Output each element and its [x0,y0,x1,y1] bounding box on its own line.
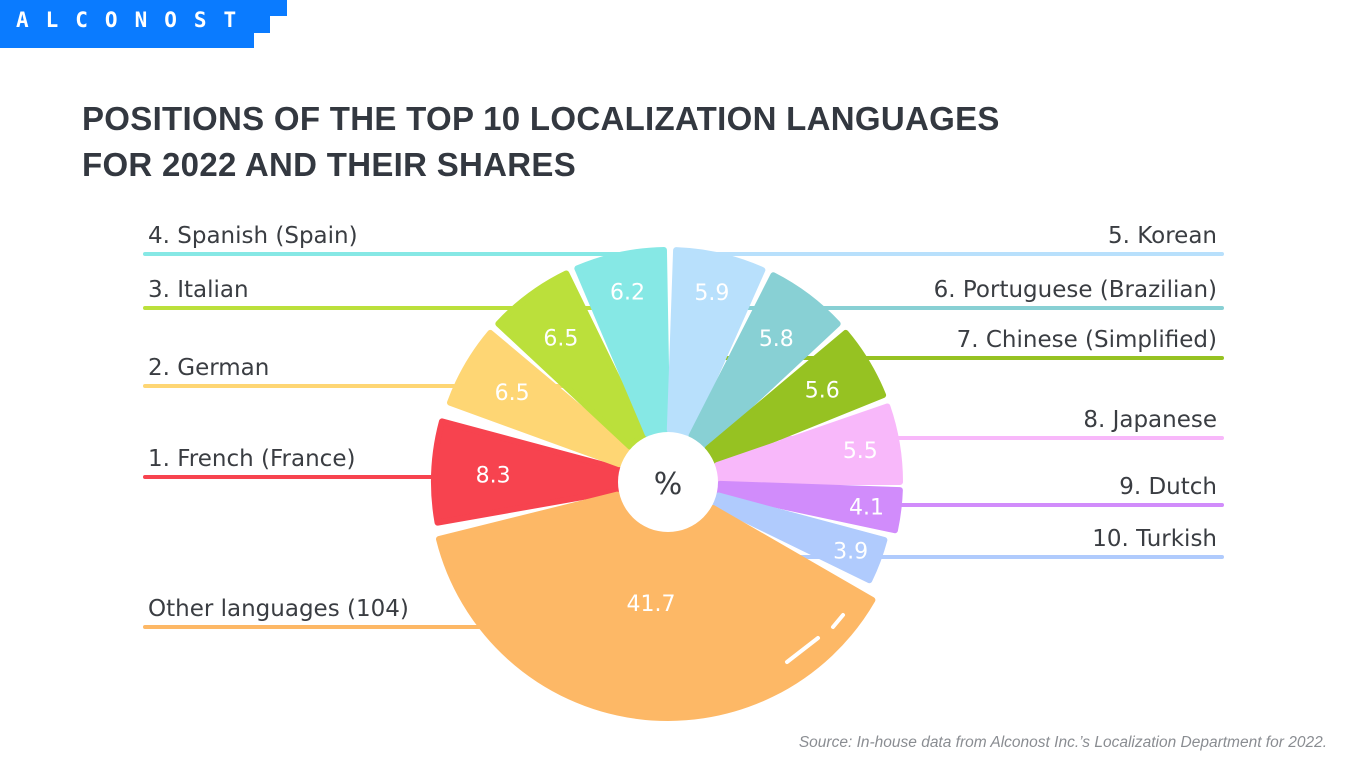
slice-label: 9. Dutch [1119,474,1217,500]
center-label: % [654,467,683,502]
slice [711,492,888,584]
slice [666,247,766,438]
value-label: 4.1 [849,495,884,520]
slice [495,270,649,450]
highlight-mark [831,613,845,629]
value-label: 5.5 [843,439,878,464]
logo-text: ALCONOST [16,8,254,32]
logo-shape [0,0,287,48]
center-hole [618,432,718,532]
alconost-logo: ALCONOST [0,0,287,48]
value-label: 41.7 [627,592,676,617]
slice-label: 1. French (France) [148,446,355,472]
slice-label: 4. Spanish (Spain) [148,223,358,249]
slice-label: 5. Korean [1108,223,1217,249]
highlight-mark [785,636,820,664]
slice [714,403,903,485]
value-label: 6.5 [495,381,530,406]
slice [446,329,632,468]
value-label: 5.6 [805,378,840,403]
slice [436,491,876,721]
slice-label: 7. Chinese (Simplified) [957,327,1217,353]
value-label: 8.3 [476,463,511,488]
slice-label: 2. German [148,355,269,381]
slice-label: 6. Portuguese (Brazilian) [934,277,1217,303]
value-label: 6.5 [543,326,578,351]
slice [704,329,887,466]
slice [431,418,621,526]
slice-label: 10. Turkish [1092,526,1217,552]
slice [574,247,671,438]
slice-label: Other languages (104) [148,596,409,622]
slice-label: 3. Italian [148,277,249,303]
value-label: 5.9 [694,281,729,306]
source-note: Source: In-house data from Alconost Inc.… [798,734,1327,751]
value-label: 6.2 [610,280,645,305]
slice [688,272,841,450]
slice-label: 8. Japanese [1083,407,1217,433]
title-line-1: POSITIONS OF THE TOP 10 LOCALIZATION LAN… [82,100,1000,137]
value-label: 5.8 [759,327,794,352]
chart-title: POSITIONS OF THE TOP 10 LOCALIZATION LAN… [82,96,1000,188]
slice [715,480,903,534]
title-line-2: FOR 2022 AND THEIR SHARES [82,146,577,183]
value-label: 3.9 [833,539,868,564]
